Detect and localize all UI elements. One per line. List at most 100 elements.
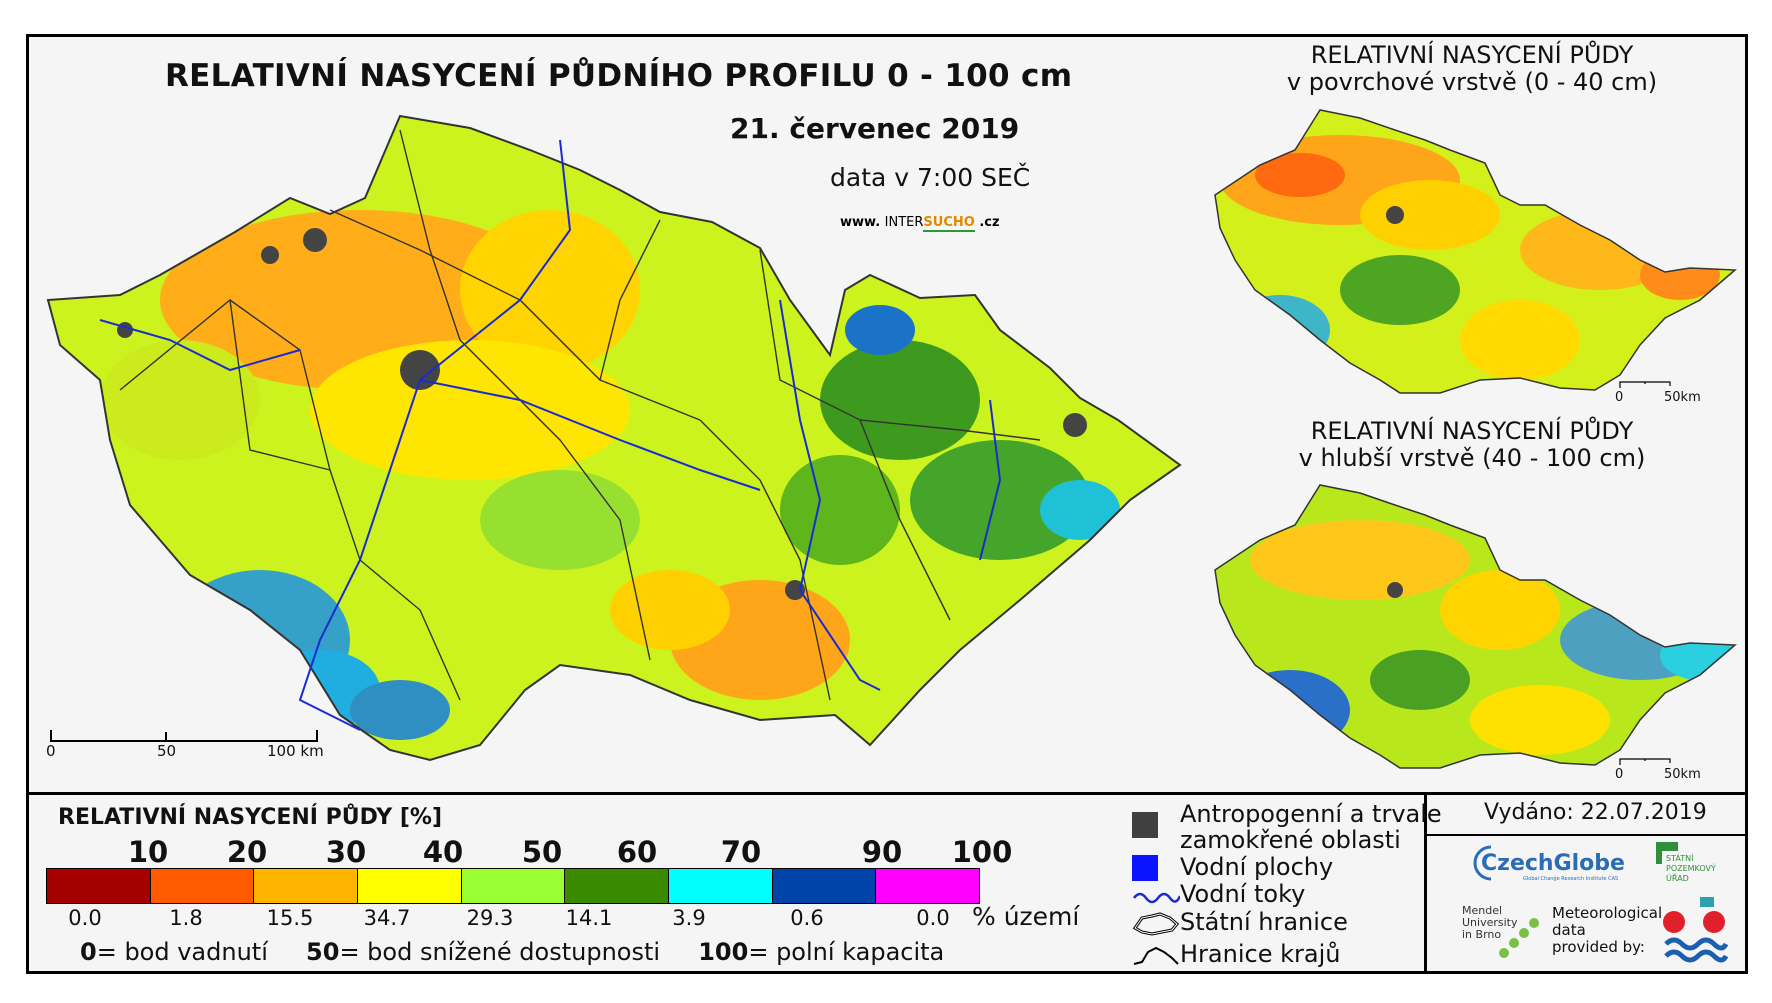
mendel-university-logo: Mendel University in Brno	[1462, 904, 1539, 958]
footnote-value-100: 100	[698, 938, 749, 966]
met-line2: data	[1552, 921, 1586, 939]
legend-color-bar	[46, 868, 980, 904]
river-line-icon	[1133, 892, 1180, 904]
legend-tick-10: 10	[127, 835, 169, 869]
footnote-value-50: 50	[306, 938, 340, 966]
legend-swatch	[461, 869, 566, 903]
legend-swatch	[254, 869, 359, 903]
mendel-line1: Mendel	[1462, 904, 1503, 917]
website-suffix: .cz	[979, 215, 1000, 230]
spu-green-block	[1656, 842, 1678, 851]
legend-footnote: 0= bod vadnutí 50= bod snížené dostupnos…	[80, 938, 944, 966]
main-scale-label-100: 100 km	[267, 742, 324, 760]
area-percent-1: 1.8	[169, 906, 203, 930]
anthropogenic-area-swatch	[1132, 812, 1158, 838]
area-percent-unit: % území	[972, 902, 1080, 931]
legend-tick-90: 90	[861, 835, 903, 869]
inset-top-title-line1: RELATIVNÍ NASYCENÍ PŮDY	[1310, 41, 1634, 69]
inset-top-scale-end: 50km	[1664, 390, 1701, 405]
footnote-text-50: = bod snížené dostupnosti	[339, 938, 661, 966]
water-bodies-label: Vodní plochy	[1180, 853, 1334, 881]
website-link[interactable]: www. INTERSUCHO .cz	[840, 215, 1000, 232]
czechglobe-arc-icon	[1473, 845, 1492, 881]
anthropogenic-label-line2: zamokřené oblasti	[1180, 826, 1401, 854]
state-border-label: Státní hranice	[1180, 908, 1348, 936]
area-percent-8: 0.0	[916, 906, 950, 930]
legend-vertical-separator	[1424, 792, 1427, 974]
legend-swatch	[669, 869, 773, 903]
main-scale-mid-tick	[165, 732, 167, 740]
inset-top-title: RELATIVNÍ NASYCENÍ PŮDY v povrchové vrst…	[1262, 42, 1682, 96]
legend-separator	[26, 792, 1748, 795]
legend-tick-60: 60	[616, 835, 658, 869]
inset-top-title-line2: v povrchové vrstvě (0 - 40 cm)	[1286, 68, 1658, 96]
water-body-swatch	[1132, 855, 1158, 881]
inset-top-map	[1215, 110, 1735, 393]
area-percent-0: 0.0	[68, 906, 102, 930]
met-line3: provided by:	[1552, 938, 1645, 956]
spu-green-bar	[1656, 842, 1662, 864]
legend-tick-20: 20	[226, 835, 268, 869]
area-percent-7: 0.6	[790, 906, 824, 930]
legend-swatch	[772, 869, 877, 903]
met-line1: Meteorological	[1552, 904, 1663, 922]
meteorological-credit: Meteorological data provided by:	[1552, 905, 1662, 956]
legend-tick-100: 100	[951, 835, 1013, 869]
inset-bottom-title-line2: v hlubší vrstvě (40 - 100 cm)	[1298, 444, 1646, 472]
inset-bottom-scale-zero: 0	[1615, 767, 1624, 782]
state-border-inset-top	[1214, 109, 1737, 394]
data-time: data v 7:00 SEČ	[830, 163, 1031, 192]
rivers-label: Vodní toky	[1180, 880, 1306, 908]
state-border-icon	[1132, 912, 1180, 936]
issued-date: Vydáno: 22.07.2019	[1484, 800, 1707, 825]
main-scale-label-50: 50	[157, 742, 177, 760]
legend-tick-50: 50	[521, 835, 563, 869]
inset-bottom-title: RELATIVNÍ NASYCENÍ PŮDY v hlubší vrstvě …	[1262, 418, 1682, 472]
state-border-main	[46, 114, 1182, 762]
footnote-value-0: 0	[80, 938, 97, 966]
website-inter: INTER	[884, 215, 924, 230]
inset-top-scale-bar	[1619, 381, 1671, 388]
mendel-line2: University	[1462, 916, 1518, 929]
map-date: 21. červenec 2019	[730, 112, 1020, 145]
legend-swatch	[47, 869, 151, 903]
legend-tick-70: 70	[720, 835, 762, 869]
mendel-line3: in Brno	[1462, 928, 1502, 941]
spu-line2: POZEMKOVÝ	[1666, 864, 1716, 873]
footnote-text-0: = bod vadnutí	[96, 938, 268, 966]
legend-tick-30: 30	[325, 835, 367, 869]
legend-tick-40: 40	[422, 835, 464, 869]
spu-logo: STÁTNÍ POZEMKOVÝ ÚŘAD	[1656, 842, 1716, 907]
inset-bottom-scale-bar	[1619, 758, 1671, 765]
area-percent-3: 34.7	[363, 906, 411, 930]
spu-line3: ÚŘAD	[1666, 874, 1689, 883]
website-prefix: www.	[840, 215, 881, 230]
region-border-icon	[1133, 946, 1179, 965]
website-sucho: SUCHO	[923, 215, 975, 232]
spu-line1: STÁTNÍ	[1666, 854, 1694, 863]
legend-swatch	[876, 869, 980, 903]
inset-bottom-title-line1: RELATIVNÍ NASYCENÍ PŮDY	[1310, 417, 1634, 445]
legend-title: RELATIVNÍ NASYCENÍ PŮDY [%]	[58, 805, 443, 830]
inset-bottom-scale-end: 50km	[1664, 767, 1701, 782]
inset-top-scale-zero: 0	[1615, 390, 1624, 405]
area-percent-4: 29.3	[466, 906, 514, 930]
issued-separator	[1424, 834, 1748, 836]
czechglobe-logo: CzechGlobe Global Change Research Instit…	[1463, 843, 1625, 882]
legend-swatch	[358, 869, 462, 903]
main-scale-label-0: 0	[46, 742, 56, 760]
footnote-text-100: = polní kapacita	[748, 938, 945, 966]
legend-swatch	[565, 869, 670, 903]
czechglobe-subtitle: Global Change Research Institute CAS	[1523, 876, 1619, 882]
chmi-logo-icon	[1663, 911, 1728, 963]
anthropogenic-label-line1: Antropogenní a trvale	[1180, 800, 1442, 828]
main-title: RELATIVNÍ NASYCENÍ PŮDNÍHO PROFILU 0 - 1…	[165, 58, 1073, 94]
inset-bottom-map	[1215, 485, 1735, 768]
rivers-main	[99, 139, 1002, 731]
region-border-label: Hranice krajů	[1180, 940, 1341, 968]
mendel-dots-icon	[1499, 918, 1539, 958]
area-percent-2: 15.5	[266, 906, 314, 930]
area-percent-6: 3.9	[672, 906, 706, 930]
